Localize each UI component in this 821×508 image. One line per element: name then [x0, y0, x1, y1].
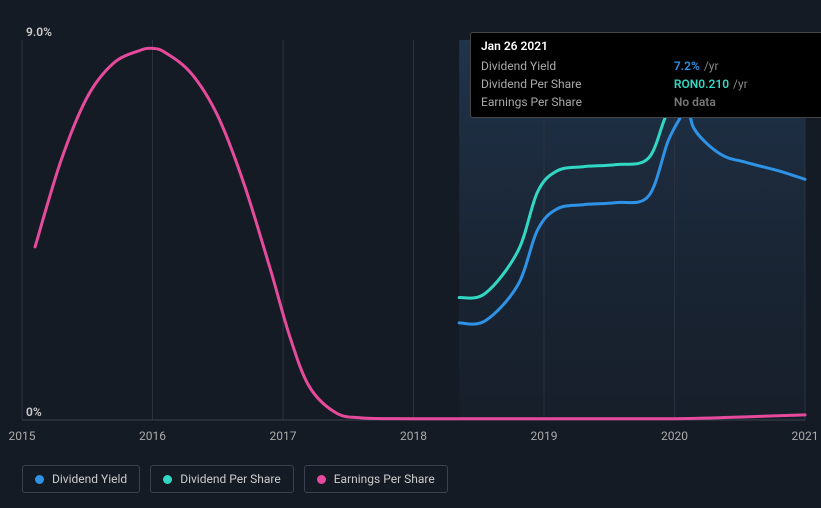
tooltip-row-label: Earnings Per Share: [481, 93, 674, 111]
tooltip-row: Dividend Yield7.2%/yr: [481, 57, 815, 75]
legend-dot-icon: [163, 475, 172, 484]
svg-text:9.0%: 9.0%: [26, 25, 52, 39]
svg-text:2019: 2019: [531, 429, 558, 443]
legend-item-label: Dividend Yield: [52, 472, 127, 486]
legend-item-dividend-per-share[interactable]: Dividend Per Share: [150, 465, 294, 493]
chart-tooltip: Jan 26 2021 Dividend Yield7.2%/yrDividen…: [470, 32, 821, 118]
legend-item-dividend-yield[interactable]: Dividend Yield: [22, 465, 140, 493]
legend-item-label: Earnings Per Share: [334, 472, 435, 486]
tooltip-row-label: Dividend Yield: [481, 57, 674, 75]
tooltip-row: Dividend Per ShareRON0.210/yr: [481, 75, 815, 93]
tooltip-row-label: Dividend Per Share: [481, 75, 674, 93]
svg-text:2017: 2017: [270, 429, 297, 443]
tooltip-title: Jan 26 2021: [481, 39, 815, 53]
svg-text:2020: 2020: [661, 429, 688, 443]
legend-dot-icon: [35, 475, 44, 484]
legend-dot-icon: [317, 475, 326, 484]
dividend-history-chart: { "chart": { "type": "line", "width": 82…: [0, 0, 821, 508]
legend-item-label: Dividend Per Share: [180, 472, 281, 486]
tooltip-row: Earnings Per ShareNo data: [481, 93, 815, 111]
tooltip-row-value: No data: [674, 93, 815, 111]
chart-legend: Dividend Yield Dividend Per Share Earnings…: [22, 465, 448, 493]
svg-text:2021: 2021: [792, 429, 819, 443]
svg-text:2016: 2016: [139, 429, 166, 443]
svg-text:2018: 2018: [400, 429, 427, 443]
tooltip-row-value: RON0.210/yr: [674, 75, 815, 93]
tooltip-row-value: 7.2%/yr: [674, 57, 815, 75]
legend-item-earnings-per-share[interactable]: Earnings Per Share: [304, 465, 448, 493]
svg-text:2015: 2015: [9, 429, 36, 443]
svg-text:0%: 0%: [26, 405, 42, 419]
